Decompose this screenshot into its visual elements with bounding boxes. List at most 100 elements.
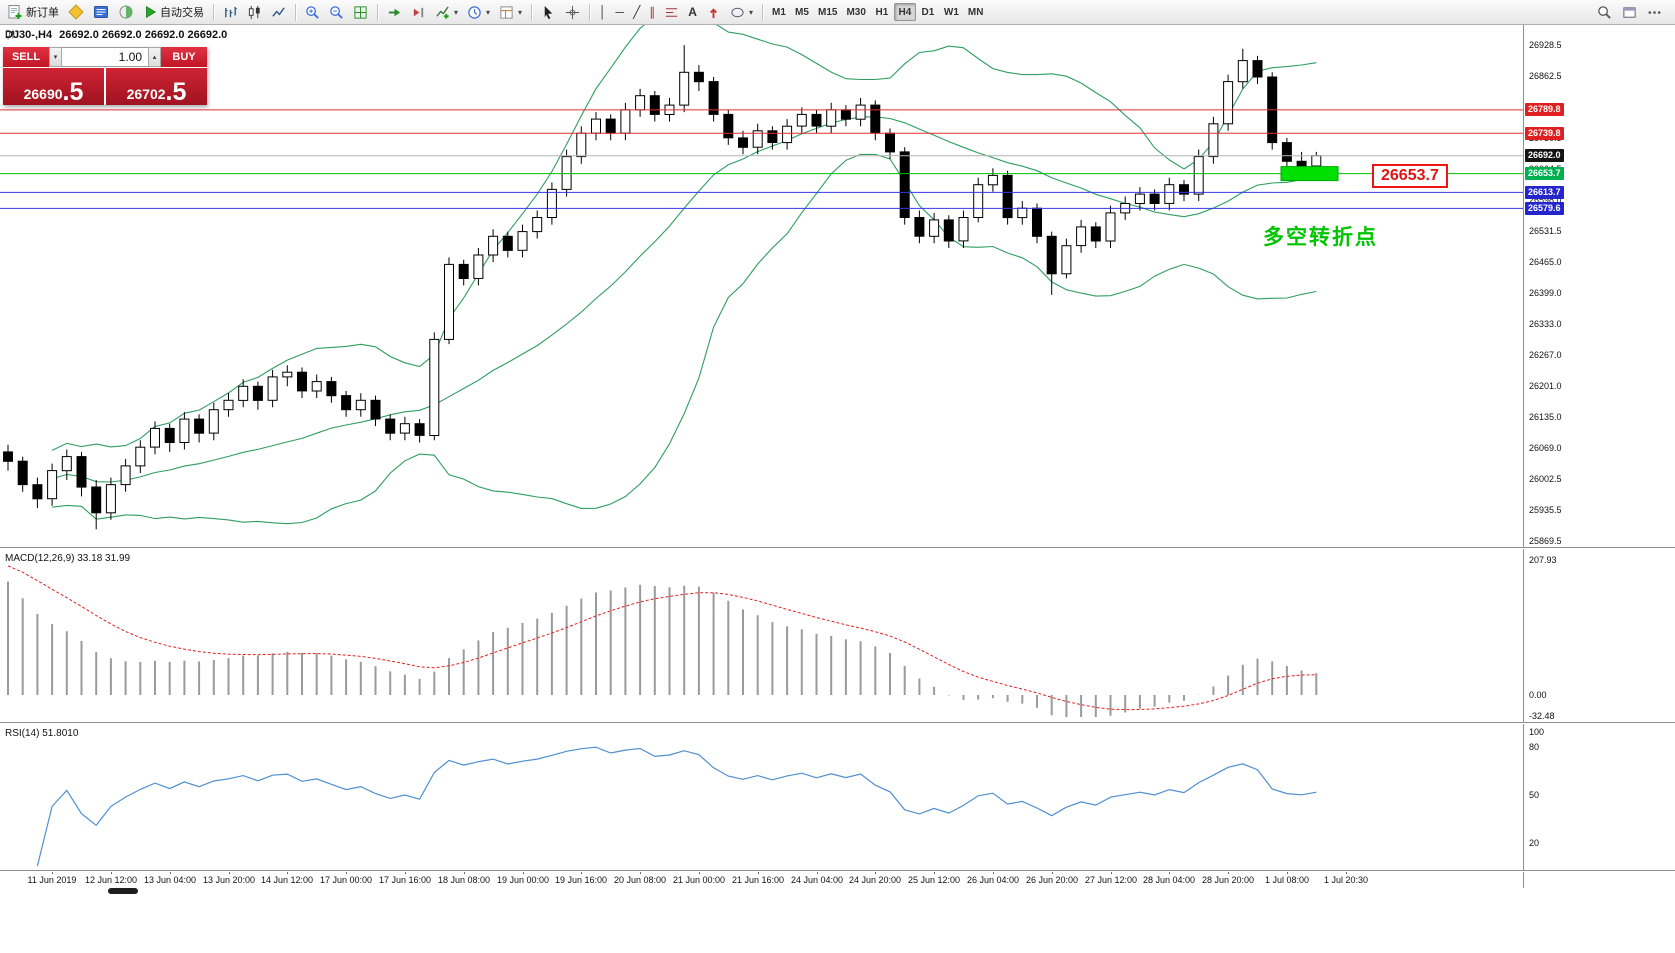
timeframe-m1[interactable]: M1 <box>768 3 790 21</box>
bull-candle <box>635 95 646 111</box>
chart-shift-button[interactable] <box>407 2 430 22</box>
bear-candle <box>3 451 13 462</box>
bull-candle <box>1193 156 1204 195</box>
timeframe-w1[interactable]: W1 <box>940 3 963 21</box>
bull-candle <box>355 399 366 411</box>
highlight-rectangle[interactable] <box>1280 166 1339 182</box>
timeframe-m15[interactable]: M15 <box>814 3 841 21</box>
volume-input[interactable] <box>62 47 148 67</box>
metaeditor-icon <box>68 4 84 20</box>
new-window-button[interactable] <box>1618 2 1641 22</box>
bear-candle <box>885 132 895 153</box>
templates-button[interactable]: ▾ <box>495 2 526 22</box>
time-axis[interactable]: 11 Jun 2019 12 Jun 12:00 13 Jun 04:00 13 Ju… <box>0 871 1523 888</box>
metaeditor-button[interactable] <box>64 2 88 22</box>
auto-scroll-button[interactable] <box>383 2 406 22</box>
timeframe-m30[interactable]: M30 <box>842 3 869 21</box>
trade-panel-prices: 26690.5 26702.5 <box>3 68 207 105</box>
bar-chart-mode-button[interactable] <box>219 2 242 22</box>
bull-candle <box>752 130 763 148</box>
time-axis-label: 13 Jun 04:00 <box>143 875 197 885</box>
arrows-tool-button[interactable] <box>702 2 725 22</box>
sell-price-button[interactable]: 26690.5 <box>3 68 104 105</box>
time-tick <box>1287 871 1288 874</box>
search-button[interactable] <box>1593 2 1616 22</box>
timeframe-m5[interactable]: M5 <box>791 3 813 21</box>
tile-windows-button[interactable] <box>349 2 372 22</box>
price-tick-label: 26598.0 <box>1529 195 1562 205</box>
rsi-indicator-panel[interactable]: RSI(14) 51.8010 <box>0 724 1523 870</box>
macd-indicator-panel[interactable]: MACD(12,26,9) 33.18 31.99 <box>0 549 1523 722</box>
price-level-tag[interactable]: 26789.8 <box>1525 103 1564 116</box>
timeframe-d1[interactable]: D1 <box>917 3 939 21</box>
time-tick <box>1346 871 1347 874</box>
panel-divider[interactable] <box>0 547 1675 548</box>
time-axis-label: 28 Jun 20:00 <box>1201 875 1255 885</box>
zoom-in-button[interactable] <box>301 2 324 22</box>
line-chart-mode-button[interactable] <box>267 2 290 22</box>
volume-up-button[interactable]: ▴ <box>148 47 161 67</box>
bear-candle <box>341 395 352 411</box>
current-price-tag[interactable]: 26692.0 <box>1525 149 1564 162</box>
price-tick-label: 26531.5 <box>1529 226 1562 236</box>
horizontal-line-tool-button[interactable]: ─ <box>612 2 629 22</box>
time-tick <box>1228 871 1229 874</box>
bar-chart-icon <box>225 6 238 17</box>
autotrading-button[interactable]: 自动交易 <box>139 2 208 22</box>
candlestick-mode-button[interactable] <box>243 2 266 22</box>
price-level-tag[interactable]: 26739.8 <box>1525 127 1564 140</box>
periods-button[interactable]: ▾ <box>463 2 494 22</box>
horizontal-scrollbar[interactable] <box>108 888 138 894</box>
bear-candle <box>708 81 719 115</box>
zoom-out-button[interactable] <box>325 2 348 22</box>
time-tick <box>229 871 230 874</box>
cursor-tool-button[interactable] <box>537 2 560 22</box>
toolbar-right-group <box>1593 2 1672 22</box>
crosshair-tool-button[interactable] <box>561 2 584 22</box>
price-level-tag[interactable]: 26653.7 <box>1525 167 1564 180</box>
new-order-button[interactable]: 新订单 <box>3 2 63 22</box>
sell-price-fraction: .5 <box>62 78 84 106</box>
bear-candle <box>32 484 43 500</box>
bear-candle <box>899 151 910 218</box>
panel-divider[interactable] <box>0 722 1675 723</box>
sell-button[interactable]: SELL <box>3 47 49 67</box>
timeframe-h1[interactable]: H1 <box>871 3 893 21</box>
new-order-label: 新订单 <box>26 7 59 19</box>
time-tick <box>1052 871 1053 874</box>
bear-candle <box>767 130 778 144</box>
shapes-icon <box>731 7 744 17</box>
indicators-button[interactable]: ▾ <box>431 2 462 22</box>
bear-candle <box>76 456 87 488</box>
bull-candle <box>532 217 543 233</box>
shapes-tool-button[interactable]: ▾ <box>726 2 757 22</box>
more-options-button[interactable] <box>1643 2 1666 22</box>
timeframe-mn[interactable]: MN <box>964 3 988 21</box>
trade-panel-divider <box>104 68 106 105</box>
time-axis-label: 11 Jun 2019 <box>27 875 77 885</box>
text-tool-button[interactable]: A <box>684 2 701 22</box>
buy-button[interactable]: BUY <box>161 47 207 67</box>
strategy-tester-button[interactable] <box>114 2 138 22</box>
price-chart-panel[interactable]: DJ30-,H4 26692.0 26692.0 26692.0 26692.0… <box>0 24 1523 547</box>
timeframe-h4[interactable]: H4 <box>893 3 916 21</box>
time-tick <box>405 871 406 874</box>
volume-down-button[interactable]: ▾ <box>49 47 62 67</box>
buy-price-button[interactable]: 26702.5 <box>106 68 207 105</box>
fibonacci-tool-button[interactable] <box>660 2 683 22</box>
autotrading-label: 自动交易 <box>160 7 204 19</box>
price-level-tag[interactable]: 26579.6 <box>1525 202 1564 215</box>
price-callout-label[interactable]: 26653.7 <box>1372 164 1448 188</box>
channel-tool-button[interactable]: ∥ <box>645 2 659 22</box>
trendline-tool-button[interactable]: ╱ <box>629 2 644 22</box>
bear-candle <box>811 113 822 127</box>
price-axis[interactable]: 26928.526862.526796.526730.526664.526598… <box>1523 24 1675 888</box>
terminal-panel-button[interactable] <box>89 2 113 22</box>
zoom-in-icon <box>306 5 319 19</box>
price-tick-label: 25869.5 <box>1529 536 1562 546</box>
bull-candle <box>473 254 484 279</box>
vertical-line-tool-button[interactable]: │ <box>595 2 611 22</box>
price-level-tag[interactable]: 26613.7 <box>1525 186 1564 199</box>
bull-candle <box>429 338 440 436</box>
bear-candle <box>91 486 102 514</box>
